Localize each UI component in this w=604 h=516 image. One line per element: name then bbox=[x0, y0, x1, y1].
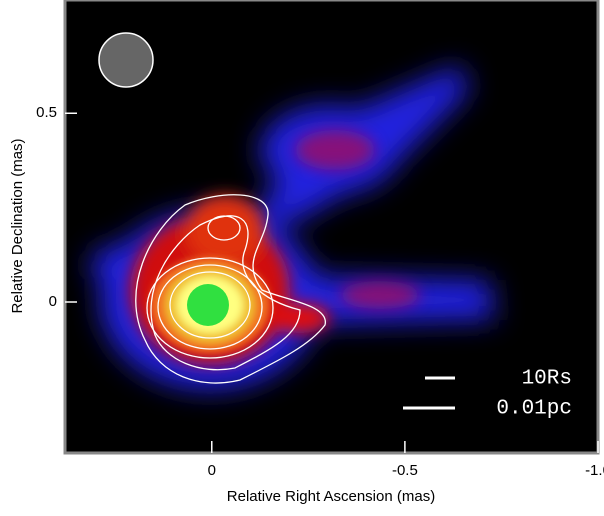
y-tick-label: 0 bbox=[49, 293, 57, 310]
x-axis-label: Relative Right Ascension (mas) bbox=[227, 488, 435, 505]
x-tick-label: -0.5 bbox=[392, 462, 418, 479]
plot-frame bbox=[63, 0, 600, 455]
annotation: 10Rs bbox=[522, 368, 572, 391]
y-axis-label: Relative Declination (mas) bbox=[9, 138, 26, 313]
x-tick-label: -1.0 bbox=[585, 462, 604, 479]
x-tick-label: 0 bbox=[208, 462, 216, 479]
y-tick-label: 0.5 bbox=[36, 104, 57, 121]
beam bbox=[98, 32, 154, 88]
annotation: 0.01pc bbox=[496, 398, 572, 421]
radio-image: 10Rs 0.01pc bbox=[90, 32, 572, 421]
